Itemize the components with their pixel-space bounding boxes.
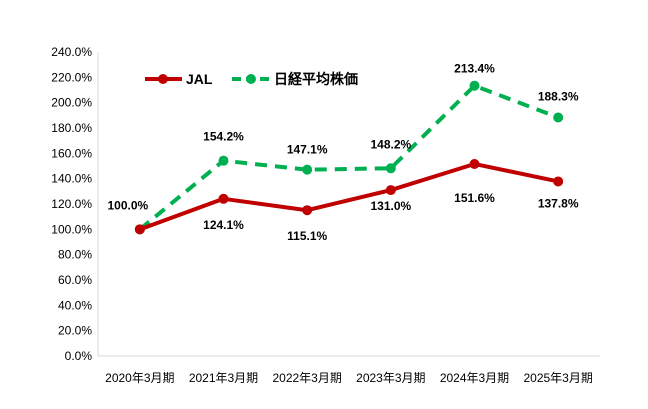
series-point bbox=[385, 163, 396, 174]
y-tick-label: 100.0% bbox=[51, 222, 92, 236]
data-label-nikkei: 147.1% bbox=[287, 143, 328, 157]
series-point bbox=[218, 155, 229, 166]
y-tick-label: 20.0% bbox=[58, 324, 92, 338]
legend: JAL 日経平均株価 bbox=[145, 71, 358, 87]
series-line bbox=[139, 161, 559, 232]
series-point bbox=[302, 164, 313, 175]
y-tick-label: 200.0% bbox=[51, 96, 92, 110]
series-layer bbox=[134, 80, 564, 235]
data-label-nikkei: 100.0% bbox=[107, 198, 148, 212]
x-tick-label: 2023年3月期 bbox=[356, 371, 425, 385]
data-label-jal: 131.0% bbox=[370, 199, 411, 213]
x-tick-label: 2020年3月期 bbox=[105, 371, 174, 385]
legend-label-nikkei: 日経平均株価 bbox=[274, 71, 358, 87]
data-label-nikkei: 188.3% bbox=[538, 89, 579, 103]
legend-label-jal: JAL bbox=[186, 71, 213, 87]
y-tick-label: 60.0% bbox=[58, 273, 92, 287]
series-line bbox=[138, 83, 559, 231]
y-tick-label: 220.0% bbox=[51, 70, 92, 84]
data-label-jal: 151.6% bbox=[454, 191, 495, 205]
series-point bbox=[469, 80, 480, 91]
y-tick-label: 80.0% bbox=[58, 248, 92, 262]
x-tick-label: 2024年3月期 bbox=[440, 371, 509, 385]
legend-marker-jal bbox=[158, 74, 168, 84]
series-point bbox=[553, 176, 564, 187]
legend-marker-nikkei bbox=[246, 74, 256, 84]
data-label-jal: 137.8% bbox=[538, 196, 579, 210]
data-label-jal: 124.1% bbox=[203, 218, 244, 232]
axes: 0.0% 20.0% 40.0% 60.0% 80.0% 100.0% 120.0% 140.… bbox=[51, 45, 600, 385]
y-tick-label: 160.0% bbox=[51, 146, 92, 160]
series-point bbox=[218, 193, 229, 204]
y-tick-label: 240.0% bbox=[51, 45, 92, 59]
y-tick-label: 40.0% bbox=[58, 298, 92, 312]
data-label-jal: 115.1% bbox=[287, 229, 327, 243]
series-point bbox=[385, 185, 396, 196]
x-tick-label: 2021年3月期 bbox=[189, 371, 258, 385]
x-tick-label: 2025年3月期 bbox=[523, 371, 592, 385]
y-tick-label: 0.0% bbox=[65, 349, 93, 363]
x-tick-label: 2022年3月期 bbox=[272, 371, 341, 385]
series-point bbox=[134, 224, 145, 235]
series-point bbox=[553, 112, 564, 123]
data-label-nikkei: 154.2% bbox=[203, 130, 244, 144]
y-tick-label: 120.0% bbox=[51, 197, 92, 211]
data-label-nikkei: 213.4% bbox=[454, 62, 495, 76]
y-tick-label: 140.0% bbox=[51, 172, 92, 186]
labels-layer: 100.0% 154.2% 147.1% 148.2% 213.4% 188.3% 124.… bbox=[107, 62, 578, 244]
y-tick-label: 180.0% bbox=[51, 121, 92, 135]
series-point bbox=[302, 205, 313, 216]
series-point bbox=[469, 158, 480, 169]
data-label-nikkei: 148.2% bbox=[370, 137, 411, 151]
